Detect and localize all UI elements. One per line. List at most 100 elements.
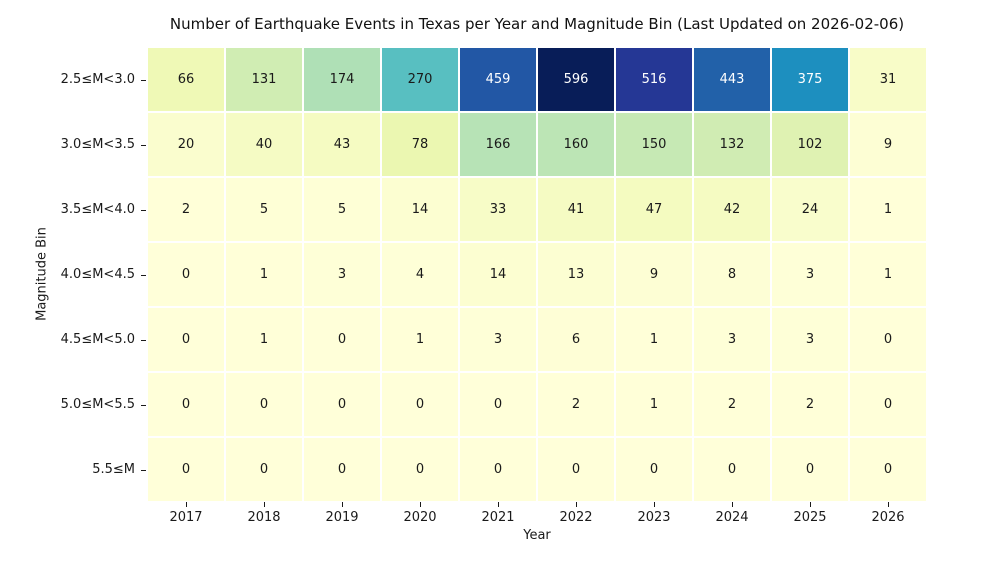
heatmap-cell: 0 <box>459 372 537 437</box>
x-tick-label: 2017 <box>169 510 203 525</box>
heatmap-cell: 42 <box>693 177 771 242</box>
heatmap-cell: 1 <box>849 242 927 307</box>
x-tick-mark <box>420 502 421 507</box>
heatmap-cell: 1 <box>225 242 303 307</box>
heatmap-cell: 8 <box>693 242 771 307</box>
heatmap-cell: 1 <box>381 307 459 372</box>
heatmap-cell: 166 <box>459 112 537 177</box>
heatmap-cell: 0 <box>225 437 303 502</box>
heatmap-cell: 0 <box>459 437 537 502</box>
heatmap-cell: 0 <box>147 437 225 502</box>
heatmap-cell: 2 <box>771 372 849 437</box>
heatmap-cell: 43 <box>303 112 381 177</box>
heatmap-cell: 2 <box>693 372 771 437</box>
x-tick-mark <box>186 502 187 507</box>
heatmap-cell: 2 <box>147 177 225 242</box>
x-tick-mark <box>810 502 811 507</box>
x-axis-label: Year <box>523 528 551 543</box>
heatmap-cell: 3 <box>693 307 771 372</box>
heatmap-cell: 459 <box>459 47 537 112</box>
y-tick-mark <box>141 274 146 276</box>
heatmap-cell: 1 <box>225 307 303 372</box>
x-tick-label: 2020 <box>403 510 437 525</box>
x-tick-label: 2021 <box>481 510 515 525</box>
heatmap-cell: 132 <box>693 112 771 177</box>
x-tick-label: 2019 <box>325 510 359 525</box>
heatmap-cell: 0 <box>147 372 225 437</box>
heatmap-cell: 1 <box>615 307 693 372</box>
x-tick-label: 2026 <box>871 510 905 525</box>
heatmap-cell: 596 <box>537 47 615 112</box>
heatmap-cell: 1 <box>849 177 927 242</box>
heatmap-cell: 150 <box>615 112 693 177</box>
heatmap-cell: 5 <box>303 177 381 242</box>
heatmap-cell: 0 <box>849 307 927 372</box>
heatmap-cell: 3 <box>771 307 849 372</box>
y-tick-label: 5.0≤M<5.5 <box>60 397 135 412</box>
heatmap-cell: 0 <box>303 372 381 437</box>
y-tick-mark <box>141 469 146 471</box>
heatmap-cell: 78 <box>381 112 459 177</box>
y-tick-mark <box>141 79 146 81</box>
y-tick-label: 3.0≤M<3.5 <box>60 137 135 152</box>
heatmap-cell: 0 <box>381 372 459 437</box>
y-tick-label: 5.5≤M <box>92 462 135 477</box>
x-tick-mark <box>576 502 577 507</box>
x-tick-mark <box>342 502 343 507</box>
heatmap-cell: 516 <box>615 47 693 112</box>
heatmap-cell: 0 <box>225 372 303 437</box>
heatmap-cell: 3 <box>303 242 381 307</box>
y-axis: 2.5≤M<3.0 3.0≤M<3.5 3.5≤M<4.0 4.0≤M<4.5 4.5≤… <box>0 47 147 502</box>
heatmap-cell: 20 <box>147 112 225 177</box>
heatmap-cell: 2 <box>537 372 615 437</box>
heatmap-cell: 4 <box>381 242 459 307</box>
x-tick-mark <box>498 502 499 507</box>
x-tick-mark <box>732 502 733 507</box>
heatmap-grid: 66 131 174 270 459 596 516 443 375 31 20 40 43 78 166 1… <box>147 47 927 502</box>
heatmap-cell: 0 <box>303 307 381 372</box>
chart-title: Number of Earthquake Events in Texas per… <box>169 15 905 33</box>
x-tick-mark <box>888 502 889 507</box>
heatmap-cell: 14 <box>381 177 459 242</box>
heatmap-cell: 9 <box>849 112 927 177</box>
y-tick-label: 4.0≤M<4.5 <box>60 267 135 282</box>
x-tick-label: 2024 <box>715 510 749 525</box>
x-axis: 2017 2018 2019 2020 2021 2022 2023 2024 2025 2026 <box>147 502 927 542</box>
y-tick-label: 2.5≤M<3.0 <box>60 72 135 87</box>
y-tick-mark <box>141 144 146 146</box>
heatmap-cell: 66 <box>147 47 225 112</box>
heatmap-cell: 1 <box>615 372 693 437</box>
heatmap-cell: 0 <box>381 437 459 502</box>
y-tick-label: 4.5≤M<5.0 <box>60 332 135 347</box>
x-tick-mark <box>654 502 655 507</box>
heatmap-cell: 0 <box>849 437 927 502</box>
heatmap-cell: 0 <box>849 372 927 437</box>
y-tick-mark <box>141 339 146 341</box>
x-tick-label: 2023 <box>637 510 671 525</box>
heatmap-cell: 174 <box>303 47 381 112</box>
heatmap-cell: 0 <box>147 242 225 307</box>
heatmap-cell: 9 <box>615 242 693 307</box>
x-tick-label: 2018 <box>247 510 281 525</box>
heatmap-cell: 375 <box>771 47 849 112</box>
heatmap-cell: 33 <box>459 177 537 242</box>
heatmap-cell: 14 <box>459 242 537 307</box>
y-tick-label: 3.5≤M<4.0 <box>60 202 135 217</box>
heatmap-cell: 31 <box>849 47 927 112</box>
heatmap-cell: 5 <box>225 177 303 242</box>
heatmap-cell: 0 <box>693 437 771 502</box>
heatmap-cell: 6 <box>537 307 615 372</box>
heatmap-cell: 102 <box>771 112 849 177</box>
x-tick-label: 2022 <box>559 510 593 525</box>
heatmap-cell: 47 <box>615 177 693 242</box>
heatmap-cell: 270 <box>381 47 459 112</box>
heatmap-cell: 40 <box>225 112 303 177</box>
x-tick-mark <box>264 502 265 507</box>
heatmap-cell: 443 <box>693 47 771 112</box>
heatmap-cell: 0 <box>771 437 849 502</box>
heatmap-cell: 131 <box>225 47 303 112</box>
heatmap-cell: 0 <box>615 437 693 502</box>
heatmap-cell: 0 <box>147 307 225 372</box>
heatmap-cell: 0 <box>303 437 381 502</box>
